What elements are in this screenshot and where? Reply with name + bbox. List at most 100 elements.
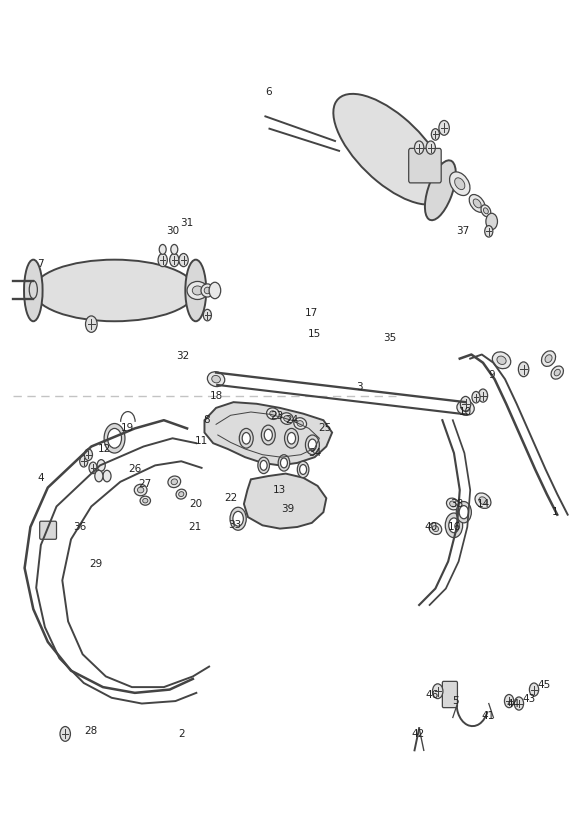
Ellipse shape bbox=[481, 205, 491, 217]
Circle shape bbox=[179, 254, 188, 267]
Ellipse shape bbox=[294, 418, 307, 429]
Circle shape bbox=[287, 433, 296, 444]
Ellipse shape bbox=[138, 487, 144, 493]
Text: 46: 46 bbox=[426, 691, 439, 700]
Text: 21: 21 bbox=[188, 522, 201, 532]
Circle shape bbox=[484, 226, 493, 237]
Text: 34: 34 bbox=[308, 448, 321, 458]
Circle shape bbox=[426, 141, 436, 154]
Text: 32: 32 bbox=[177, 351, 189, 361]
Circle shape bbox=[300, 465, 307, 475]
Circle shape bbox=[171, 245, 178, 255]
Circle shape bbox=[449, 518, 459, 533]
Circle shape bbox=[472, 391, 480, 403]
Text: 40: 40 bbox=[424, 522, 437, 532]
Text: 35: 35 bbox=[384, 333, 397, 343]
Ellipse shape bbox=[140, 496, 150, 505]
Text: 33: 33 bbox=[229, 520, 242, 531]
Ellipse shape bbox=[212, 376, 220, 383]
FancyBboxPatch shape bbox=[442, 681, 458, 708]
Ellipse shape bbox=[429, 522, 442, 535]
Ellipse shape bbox=[449, 172, 470, 195]
Text: 38: 38 bbox=[450, 499, 463, 509]
FancyBboxPatch shape bbox=[40, 522, 57, 539]
Circle shape bbox=[108, 428, 121, 448]
Ellipse shape bbox=[469, 194, 485, 213]
Text: 20: 20 bbox=[189, 499, 202, 509]
Ellipse shape bbox=[280, 413, 293, 424]
Circle shape bbox=[230, 508, 246, 531]
Polygon shape bbox=[205, 402, 332, 466]
Ellipse shape bbox=[449, 501, 456, 507]
Text: 27: 27 bbox=[139, 480, 152, 489]
Circle shape bbox=[518, 362, 529, 377]
Circle shape bbox=[159, 245, 166, 255]
Text: 8: 8 bbox=[203, 415, 209, 425]
Circle shape bbox=[264, 429, 272, 441]
Text: 3: 3 bbox=[357, 382, 363, 392]
Ellipse shape bbox=[461, 405, 470, 412]
Circle shape bbox=[60, 727, 71, 742]
Circle shape bbox=[285, 428, 298, 448]
Circle shape bbox=[433, 684, 443, 699]
Text: 19: 19 bbox=[121, 424, 135, 433]
Ellipse shape bbox=[432, 526, 438, 531]
Ellipse shape bbox=[333, 94, 447, 204]
Text: 26: 26 bbox=[128, 465, 142, 475]
Circle shape bbox=[89, 462, 97, 474]
Ellipse shape bbox=[297, 420, 303, 426]
Ellipse shape bbox=[270, 410, 276, 417]
Ellipse shape bbox=[266, 408, 279, 419]
Text: 30: 30 bbox=[166, 227, 179, 236]
Ellipse shape bbox=[473, 199, 481, 208]
Text: 37: 37 bbox=[456, 227, 469, 236]
Circle shape bbox=[280, 458, 287, 468]
Ellipse shape bbox=[208, 372, 225, 386]
Text: 31: 31 bbox=[180, 218, 194, 228]
Text: 29: 29 bbox=[89, 559, 103, 569]
Circle shape bbox=[242, 433, 250, 444]
Polygon shape bbox=[244, 474, 326, 529]
FancyBboxPatch shape bbox=[409, 148, 441, 183]
Ellipse shape bbox=[204, 288, 210, 293]
Ellipse shape bbox=[185, 260, 206, 321]
Text: 22: 22 bbox=[224, 494, 238, 503]
Text: 5: 5 bbox=[452, 696, 459, 706]
Text: 28: 28 bbox=[85, 726, 98, 736]
Circle shape bbox=[486, 213, 497, 230]
Ellipse shape bbox=[425, 161, 456, 220]
Circle shape bbox=[258, 457, 269, 474]
Text: 2: 2 bbox=[178, 729, 185, 739]
Circle shape bbox=[80, 456, 88, 467]
Ellipse shape bbox=[475, 493, 491, 508]
Text: 18: 18 bbox=[209, 391, 223, 400]
Text: 12: 12 bbox=[98, 444, 111, 454]
Text: 6: 6 bbox=[265, 87, 272, 96]
Circle shape bbox=[278, 455, 290, 471]
Circle shape bbox=[86, 316, 97, 332]
Text: 41: 41 bbox=[481, 711, 494, 721]
Circle shape bbox=[239, 428, 253, 448]
Ellipse shape bbox=[284, 415, 290, 421]
Circle shape bbox=[104, 424, 125, 453]
Ellipse shape bbox=[192, 286, 203, 295]
Ellipse shape bbox=[143, 499, 148, 503]
Ellipse shape bbox=[33, 260, 196, 321]
Circle shape bbox=[514, 697, 524, 710]
Ellipse shape bbox=[479, 497, 487, 504]
Circle shape bbox=[297, 461, 309, 478]
Text: 7: 7 bbox=[37, 260, 44, 269]
Circle shape bbox=[445, 513, 463, 537]
Text: 24: 24 bbox=[285, 415, 298, 425]
Circle shape bbox=[95, 471, 103, 482]
Circle shape bbox=[456, 502, 472, 523]
Ellipse shape bbox=[24, 260, 43, 321]
Ellipse shape bbox=[551, 366, 563, 379]
Ellipse shape bbox=[29, 281, 37, 298]
Circle shape bbox=[85, 449, 93, 461]
Text: 23: 23 bbox=[271, 411, 283, 421]
Text: 44: 44 bbox=[507, 699, 520, 709]
Text: 43: 43 bbox=[523, 695, 536, 705]
Circle shape bbox=[461, 396, 471, 411]
Ellipse shape bbox=[447, 498, 459, 510]
